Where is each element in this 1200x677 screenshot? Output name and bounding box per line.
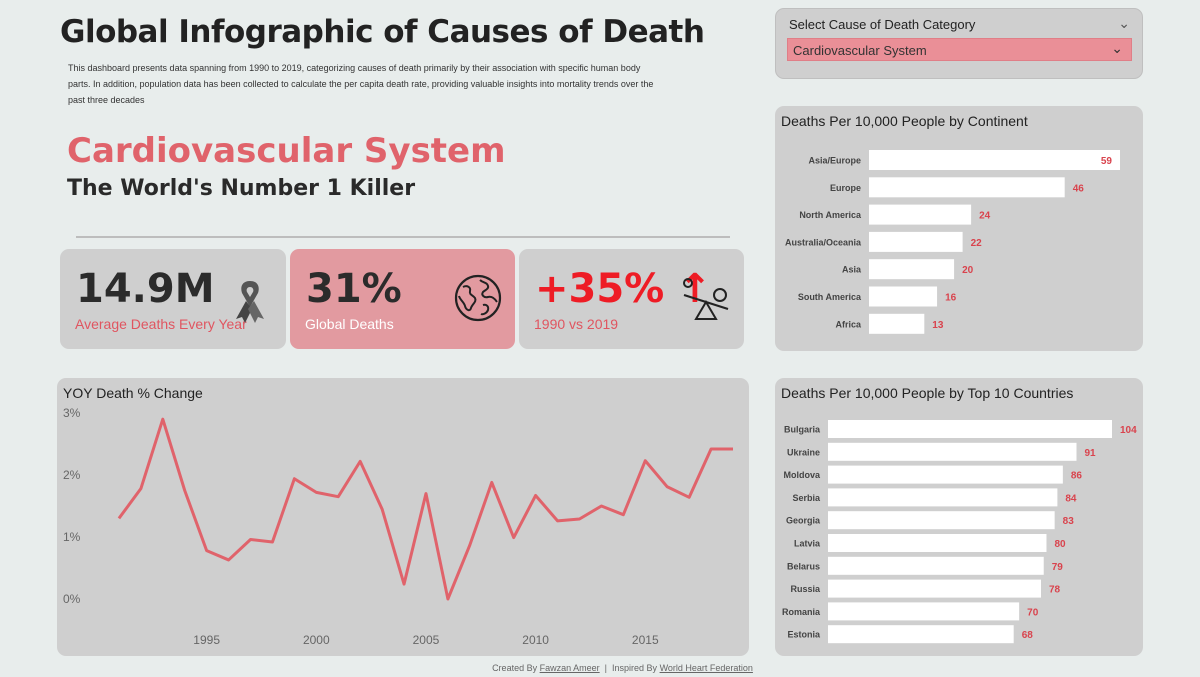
globe-icon (454, 274, 502, 322)
kpi-card-global-deaths: 31% Global Deaths (290, 249, 515, 349)
data-label: 22 (971, 238, 983, 249)
bar[interactable] (828, 556, 1044, 575)
chevron-down-icon[interactable]: ⌄ (1111, 40, 1123, 56)
footer-separator: | (604, 663, 607, 673)
hero-tagline: The World's Number 1 Killer (67, 176, 416, 201)
bar[interactable] (828, 420, 1112, 438)
bar[interactable] (828, 465, 1063, 484)
bar[interactable] (828, 511, 1055, 530)
selector-title: Select Cause of Death Category (789, 17, 976, 32)
dashboard-description: This dashboard presents data spanning fr… (68, 63, 654, 105)
kpi-value: 31% (306, 266, 402, 312)
y-tick-label: 3% (63, 406, 81, 420)
x-tick-label: 2000 (303, 633, 330, 647)
data-label: 20 (962, 265, 974, 276)
category-label: Estonia (787, 630, 821, 640)
category-label: Georgia (786, 516, 821, 526)
data-label: 46 (1073, 183, 1085, 194)
ribbon-icon (236, 281, 264, 323)
bar[interactable] (869, 231, 963, 252)
category-label: Asia (842, 265, 862, 275)
continent-bar-chart: Asia/Europe 59 Europe 46 North America 24 Aust… (785, 150, 1120, 334)
bar[interactable] (828, 442, 1077, 461)
data-label: 24 (979, 211, 991, 222)
chart-title: Deaths Per 10,000 People by Continent (781, 113, 1028, 129)
hero-category: Cardiovascular System (67, 131, 506, 171)
data-label: 80 (1054, 539, 1066, 550)
inspiration-link[interactable]: World Heart Federation (659, 663, 753, 673)
bar[interactable] (869, 204, 972, 225)
dropdown-value: Cardiovascular System (793, 43, 927, 58)
kpi-label: Average Deaths Every Year (75, 316, 247, 332)
footer-inspired-prefix: Inspired By (612, 663, 658, 673)
chart-title: Deaths Per 10,000 People by Top 10 Count… (781, 385, 1074, 401)
bar[interactable] (869, 150, 1120, 170)
chart-title: YOY Death % Change (63, 385, 203, 401)
data-label: 91 (1085, 448, 1097, 459)
bar[interactable] (828, 488, 1058, 507)
kpi-value: +35% ↑ (535, 266, 712, 312)
bar[interactable] (828, 579, 1041, 598)
category-label: Russia (790, 584, 821, 594)
kpi-card-change: +35% ↑ 1990 vs 2019 (519, 249, 744, 349)
category-label: Australia/Oceania (785, 237, 862, 247)
x-tick-label: 2005 (413, 633, 440, 647)
data-label: 13 (932, 320, 944, 331)
footer-created-prefix: Created By (492, 663, 538, 673)
footer: Created By Fawzan Ameer | Inspired By Wo… (0, 663, 1200, 673)
kpi-card-average-deaths: 14.9M Average Deaths Every Year (60, 249, 286, 349)
kpi-label: 1990 vs 2019 (534, 316, 619, 332)
bar[interactable] (869, 177, 1065, 198)
data-label: 16 (945, 293, 957, 304)
category-selector[interactable]: Select Cause of Death Category ⌄ Cardiov… (775, 8, 1143, 79)
divider (76, 236, 730, 238)
category-label: Belarus (787, 561, 820, 571)
data-label: 59 (1101, 156, 1113, 167)
category-dropdown[interactable]: Cardiovascular System ⌄ (787, 38, 1132, 61)
yoy-chart-panel: YOY Death % Change 0% 1% 2% 3% 1995 2000 2005 2… (57, 378, 749, 656)
category-label: Romania (782, 607, 821, 617)
bar[interactable] (828, 625, 1014, 644)
data-label: 86 (1071, 471, 1083, 482)
bar[interactable] (869, 259, 955, 280)
bar[interactable] (828, 534, 1047, 552)
x-tick-label: 1995 (193, 633, 220, 647)
category-label: South America (798, 292, 862, 302)
dashboard-title: Global Infographic of Causes of Death (60, 14, 705, 50)
author-link[interactable]: Fawzan Ameer (539, 663, 600, 673)
category-label: Asia/Europe (808, 156, 861, 166)
category-label: Moldova (783, 470, 820, 480)
x-tick-label: 2015 (632, 633, 659, 647)
y-tick-label: 0% (63, 592, 81, 606)
y-tick-label: 2% (63, 468, 81, 482)
bar[interactable] (869, 313, 925, 334)
data-label: 84 (1065, 493, 1077, 504)
countries-chart-panel: Deaths Per 10,000 People by Top 10 Count… (775, 378, 1143, 656)
category-label: Serbia (792, 493, 821, 503)
data-label: 83 (1063, 516, 1075, 527)
seesaw-icon (683, 278, 729, 320)
series-line[interactable] (117, 417, 733, 601)
x-tick-label: 2010 (522, 633, 549, 647)
data-label: 79 (1052, 562, 1064, 573)
yoy-line-chart: 0% 1% 2% 3% 1995 2000 2005 2010 2015 (63, 406, 733, 647)
kpi-value: 14.9M (76, 266, 215, 312)
y-tick-label: 1% (63, 530, 81, 544)
category-label: Bulgaria (784, 425, 821, 435)
data-label: 70 (1027, 607, 1039, 618)
category-label: North America (799, 210, 862, 220)
category-label: Latvia (794, 539, 821, 549)
chevron-down-icon[interactable]: ⌄ (1118, 15, 1130, 31)
continent-chart-panel: Deaths Per 10,000 People by Continent As… (775, 106, 1143, 351)
kpi-label: Global Deaths (305, 316, 394, 332)
bar[interactable] (828, 602, 1020, 621)
bar[interactable] (869, 286, 938, 307)
countries-bar-chart: Bulgaria 104 Ukraine 91 Moldova 86 Serbia 84 Geo… (782, 420, 1137, 644)
category-label: Europe (830, 183, 861, 193)
data-label: 78 (1049, 585, 1061, 596)
category-label: Africa (835, 319, 862, 329)
data-label: 68 (1022, 630, 1034, 641)
category-label: Ukraine (787, 447, 820, 457)
data-label: 104 (1120, 425, 1137, 436)
